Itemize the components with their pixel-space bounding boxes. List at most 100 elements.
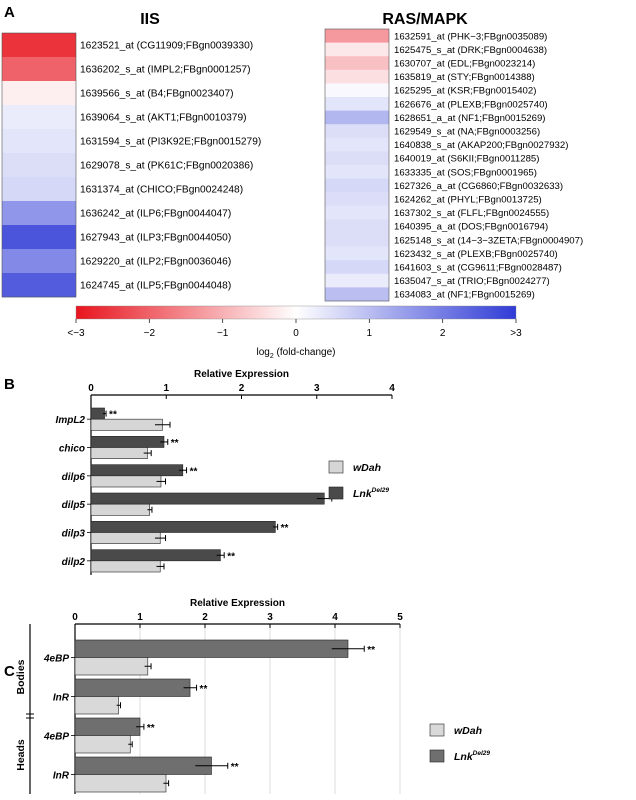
x-tick-label: 2 — [202, 612, 208, 623]
color-scale-ticks: <−3 −2 −1 0 1 2 >3 — [67, 319, 522, 339]
ras-cell — [325, 205, 389, 220]
iis-row-label: 1624745_at (ILP5;FBgn0044048) — [80, 281, 231, 292]
bar-mutant — [90, 521, 276, 533]
iis-row-label: 1636242_at (ILP6;FBgn0044047) — [80, 209, 231, 220]
iis-row-label: 1631594_s_at (PI3K92E;FBgn0015279) — [80, 137, 261, 148]
x-tick-label: 1 — [163, 383, 169, 394]
ras-title: RAS/MAPK — [382, 11, 468, 28]
ras-cell — [325, 260, 389, 275]
ras-cell — [325, 42, 389, 57]
bar-control — [90, 418, 163, 431]
chart-c: Relative Expression 0 1 2 3 4 5 ** 4eBP ** InR ** 4e… — [15, 598, 490, 794]
legend-label: LnkDel29 — [353, 487, 389, 500]
bar-control — [90, 532, 161, 544]
ras-row-label: 1624262_at (PHYL;FBgn0013725) — [394, 195, 542, 206]
ras-cell — [325, 287, 389, 302]
ras-row-label: 1630707_at (EDL;FBgn0023214) — [394, 59, 535, 70]
ras-cell — [325, 110, 389, 125]
iis-cell — [2, 273, 76, 298]
category-label: InR — [53, 771, 70, 782]
ras-cell — [325, 233, 389, 247]
iis-cell — [2, 129, 76, 154]
group-label: Bodies — [15, 659, 27, 694]
significance-label: ** — [200, 684, 208, 695]
ras-row-label: 1628651_a_at (NF1;FBgn0015269) — [394, 113, 545, 124]
ras-row-label: 1629549_s_at (NA;FBgn0003256) — [394, 127, 540, 138]
ras-heatmap: 1632591_at (PHK−3;FBgn0035089) 1625475_s_… — [324, 28, 583, 302]
bar-control — [90, 475, 162, 488]
ras-cell — [325, 137, 389, 152]
scale-tick-label: <−3 — [67, 328, 85, 339]
x-tick-label: 4 — [332, 612, 338, 623]
ras-row-label: 1625475_s_at (DRK;FBgn0004638) — [394, 45, 547, 56]
x-tick-label: 4 — [389, 383, 395, 394]
ras-cell — [325, 273, 389, 288]
bar-control — [74, 735, 131, 754]
x-tick-label: 3 — [267, 612, 273, 623]
significance-label: ** — [227, 551, 235, 562]
category-label: InR — [53, 693, 70, 704]
ras-row-label: 1640395_a_at (DOS;FBgn0016794) — [394, 222, 548, 233]
x-tick-label: 0 — [88, 383, 94, 394]
significance-label: ** — [335, 495, 343, 506]
bar-control — [90, 447, 148, 459]
ras-row-label: 1640019_at (S6KII;FBgn0011285) — [394, 154, 539, 165]
bar-mutant — [90, 492, 325, 505]
x-tick-label: 5 — [397, 612, 403, 623]
bar-control — [74, 774, 167, 793]
scale-tick-label: 2 — [440, 328, 446, 339]
bar-mutant — [90, 464, 184, 477]
bar-control — [74, 657, 149, 676]
bar-mutant — [90, 407, 105, 420]
iis-title: IIS — [140, 11, 160, 28]
scale-tick-label: 1 — [367, 328, 373, 339]
ras-cell — [325, 29, 389, 43]
color-scale-bar — [75, 305, 517, 320]
iis-row-label: 1627943_at (ILP3;FBgn0044050) — [80, 233, 231, 244]
significance-label: ** — [367, 645, 375, 656]
x-axis-label: Relative Expression — [190, 598, 285, 609]
ras-cell — [325, 192, 389, 207]
ras-row-label: 1633335_at (SOS;FBgn0001965) — [394, 167, 537, 178]
color-scale-label: log2 (fold-change) — [257, 347, 336, 360]
ras-row-label: 1634083_at (NF1;FBgn0015269) — [394, 290, 535, 301]
iis-cell — [2, 81, 76, 106]
legend-swatch — [429, 749, 445, 763]
ras-row-label: 1626676_at (PLEXB;FBgn0025740) — [394, 99, 548, 110]
legend-label: wDah — [353, 462, 381, 474]
iis-row-label: 1629078_s_at (PK61C;FBgn0020386) — [80, 161, 253, 172]
iis-row-label: 1629220_at (ILP2;FBgn0036046) — [80, 257, 231, 268]
category-label: dilp3 — [62, 529, 86, 540]
iis-cell — [2, 225, 76, 250]
significance-label: ** — [190, 466, 198, 477]
iis-cell — [2, 105, 76, 130]
ras-cell — [325, 165, 389, 179]
iis-frame — [1, 32, 77, 298]
iis-heatmap: 1623521_at (CG11909;FBgn0039330) 1636202_… — [1, 32, 261, 298]
ras-row-label: 1637302_s_at (FLFL;FBgn0024555) — [394, 208, 549, 219]
ras-row-label: 1625295_at (KSR;FBgn0015402) — [394, 86, 536, 97]
legend-label: LnkDel29 — [454, 750, 490, 763]
significance-label: ** — [171, 438, 179, 449]
iis-cell — [2, 177, 76, 202]
ras-frame — [324, 28, 390, 302]
ras-row-label: 1635819_at (STY;FBgn0014388) — [394, 72, 535, 83]
iis-cell — [2, 153, 76, 178]
panel-letter-c: C — [4, 663, 15, 680]
x-tick-label: 3 — [314, 383, 320, 394]
bar-mutant — [74, 756, 212, 775]
ras-cell — [325, 69, 389, 84]
ras-cell — [325, 124, 389, 139]
ras-row-label: 1635047_s_at (TRIO;FBgn0024277) — [394, 276, 550, 287]
x-tick-label: 0 — [72, 612, 78, 623]
scale-tick-label: >3 — [510, 328, 522, 339]
ras-cell — [325, 178, 389, 193]
significance-label: ** — [109, 410, 117, 421]
ras-row-label: 1627326_a_at (CG6860;FBgn0032633) — [394, 181, 563, 192]
category-label: dilp2 — [62, 557, 86, 568]
scale-tick-label: −1 — [217, 328, 229, 339]
category-label: 4eBP — [43, 732, 69, 743]
bar-mutant — [74, 717, 141, 736]
x-tick-label: 2 — [239, 383, 245, 394]
ras-cell — [325, 246, 389, 261]
